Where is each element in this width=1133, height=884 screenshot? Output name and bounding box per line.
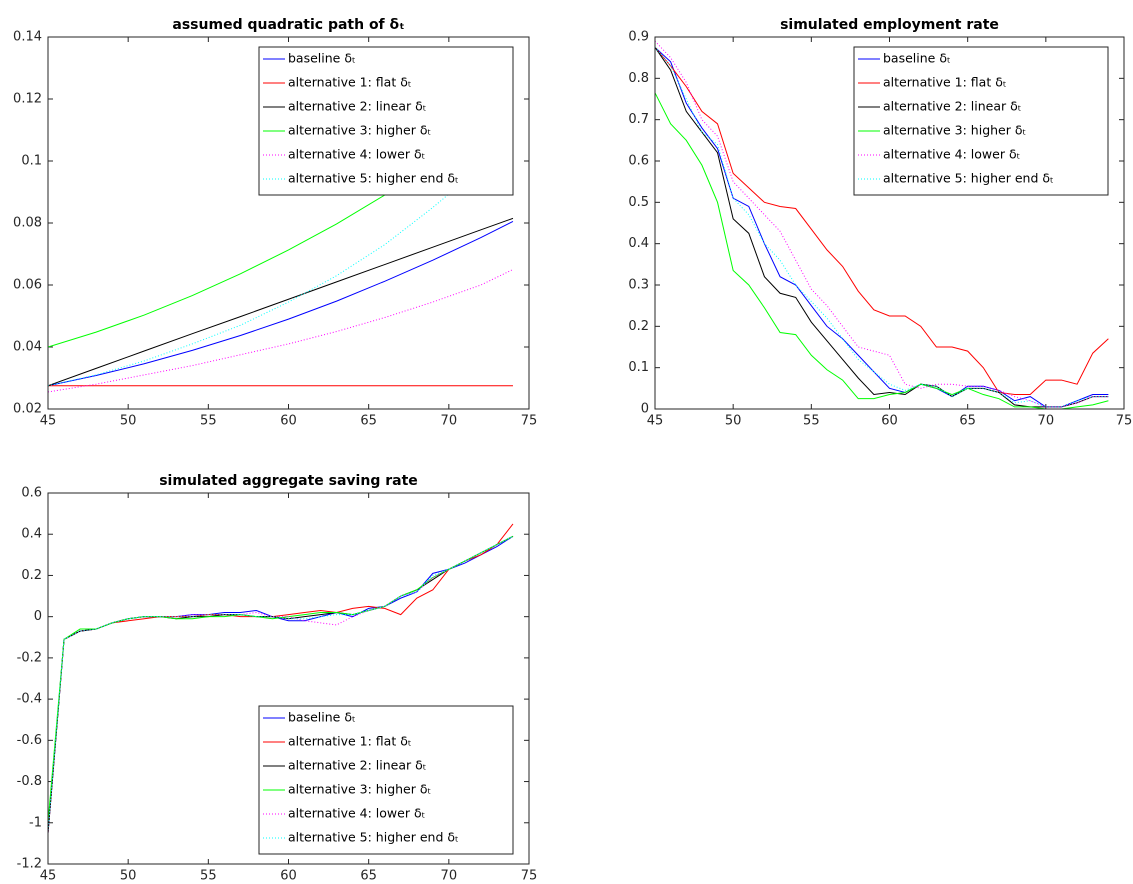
legend-box xyxy=(258,705,514,855)
legend-label: alternative 1: flat δₜ xyxy=(288,75,412,90)
y-tick-label: 0.14 xyxy=(13,30,42,45)
chart-title: simulated employment rate xyxy=(780,17,999,33)
axes-box xyxy=(47,492,530,865)
y-tick-label: -0.6 xyxy=(17,733,42,748)
y-tick-label: -1 xyxy=(29,815,42,830)
data-line xyxy=(48,535,514,834)
x-tick-label: 55 xyxy=(200,414,217,429)
y-tick-label: -0.4 xyxy=(17,692,42,707)
data-line xyxy=(48,217,514,387)
legend-label: alternative 1: flat δₜ xyxy=(883,75,1007,90)
legend-box xyxy=(258,46,514,196)
y-tick-label: 0.4 xyxy=(21,527,42,542)
y-tick-label: 0.2 xyxy=(628,319,649,334)
y-tick-label: 0.4 xyxy=(628,236,649,251)
data-line xyxy=(655,40,1109,408)
axes-box xyxy=(654,36,1125,410)
x-tick-label: 45 xyxy=(40,869,57,884)
y-tick-label: -1.2 xyxy=(17,857,42,872)
data-line xyxy=(48,135,514,387)
y-tick-label: 0.1 xyxy=(21,154,42,169)
legend: baseline δₜ alternative 1: flat δₜ alterna… xyxy=(258,705,514,855)
x-tick-label: 60 xyxy=(280,414,297,429)
x-tick-label: 50 xyxy=(120,414,137,429)
legend-label: alternative 4: lower δₜ xyxy=(288,147,425,162)
y-tick-label: 0.3 xyxy=(628,278,649,293)
y-tick-label: 0.5 xyxy=(628,195,649,210)
data-line xyxy=(48,221,514,387)
data-line xyxy=(48,535,514,823)
y-tick-label: 0.8 xyxy=(628,71,649,86)
chart-title: assumed quadratic path of δₜ xyxy=(172,17,404,33)
x-tick-label: 45 xyxy=(40,414,57,429)
x-tick-label: 65 xyxy=(360,869,377,884)
x-tick-label: 75 xyxy=(521,869,538,884)
chart-title: simulated aggregate saving rate xyxy=(159,473,418,489)
y-tick-label: 0.04 xyxy=(13,340,42,355)
legend-box xyxy=(853,46,1109,196)
data-line xyxy=(655,92,1109,409)
legend: baseline δₜ alternative 1: flat δₜ alterna… xyxy=(258,46,514,196)
legend-label: baseline δₜ xyxy=(288,710,356,725)
x-tick-label: 65 xyxy=(360,414,377,429)
y-tick-label: 0.1 xyxy=(628,360,649,375)
legend-label: alternative 1: flat δₜ xyxy=(288,734,412,749)
y-tick-label: 0.6 xyxy=(21,486,42,501)
data-line xyxy=(655,47,1109,396)
y-tick-label: 0.12 xyxy=(13,92,42,107)
legend-label: alternative 5: higher end δₜ xyxy=(883,171,1054,186)
legend: baseline δₜ alternative 1: flat δₜ alterna… xyxy=(853,46,1109,196)
y-tick-label: 0 xyxy=(34,609,42,624)
legend-label: alternative 2: linear δₜ xyxy=(288,758,426,773)
y-tick-label: 0.08 xyxy=(13,216,42,231)
x-tick-label: 60 xyxy=(881,414,898,429)
x-tick-label: 45 xyxy=(647,414,664,429)
subplot: simulated aggregate saving rate 45 50 55 60 6… xyxy=(17,473,538,884)
x-tick-label: 70 xyxy=(441,414,458,429)
x-tick-label: 50 xyxy=(725,414,742,429)
x-tick-label: 70 xyxy=(1038,414,1055,429)
y-tick-label: -0.2 xyxy=(17,650,42,665)
subplot: simulated employment rate 45 50 55 60 65 70 75 0… xyxy=(628,17,1132,429)
x-tick-label: 75 xyxy=(521,414,538,429)
legend-label: alternative 5: higher end δₜ xyxy=(288,171,459,186)
subplot: assumed quadratic path of δₜ 45 50 55 60 65 70… xyxy=(13,17,537,429)
y-tick-label: 0.6 xyxy=(628,154,649,169)
y-tick-label: 0.02 xyxy=(13,402,42,417)
data-line xyxy=(48,269,514,393)
y-tick-label: 0.7 xyxy=(628,112,649,127)
data-line xyxy=(655,46,1109,408)
data-line xyxy=(655,47,1109,408)
x-tick-label: 60 xyxy=(280,869,297,884)
legend-label: alternative 4: lower δₜ xyxy=(883,147,1020,162)
x-tick-label: 55 xyxy=(200,869,217,884)
y-tick-label: 0.9 xyxy=(628,30,649,45)
legend-label: alternative 2: linear δₜ xyxy=(288,99,426,114)
legend-label: alternative 3: higher δₜ xyxy=(288,782,431,797)
x-tick-label: 55 xyxy=(803,414,820,429)
data-line xyxy=(48,523,514,834)
y-tick-label: -0.8 xyxy=(17,774,42,789)
legend-label: alternative 4: lower δₜ xyxy=(288,806,425,821)
x-tick-label: 70 xyxy=(441,869,458,884)
x-tick-label: 75 xyxy=(1116,414,1133,429)
x-tick-label: 50 xyxy=(120,869,137,884)
axes-box xyxy=(47,36,530,410)
legend-label: baseline δₜ xyxy=(288,51,356,66)
legend-label: alternative 3: higher δₜ xyxy=(883,123,1026,138)
legend-label: baseline δₜ xyxy=(883,51,951,66)
y-tick-label: 0.06 xyxy=(13,278,42,293)
y-tick-label: 0.2 xyxy=(21,568,42,583)
legend-label: alternative 3: higher δₜ xyxy=(288,123,431,138)
x-tick-label: 65 xyxy=(959,414,976,429)
legend-label: alternative 5: higher end δₜ xyxy=(288,830,459,845)
legend-label: alternative 2: linear δₜ xyxy=(883,99,1021,114)
y-tick-label: 0 xyxy=(641,402,649,417)
